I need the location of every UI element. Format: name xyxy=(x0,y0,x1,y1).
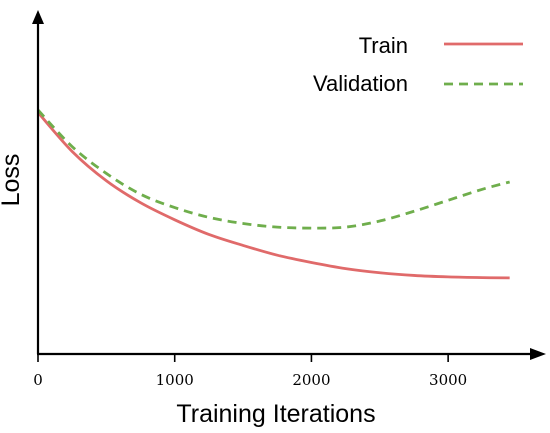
x-ticks: 0 1000 2000 3000 xyxy=(33,354,467,389)
x-tick-label: 2000 xyxy=(292,371,330,389)
legend-label-validation: Validation xyxy=(313,71,408,96)
y-axis-arrow xyxy=(32,10,44,24)
x-axis-title: Training Iterations xyxy=(176,400,375,428)
y-axis-title: Loss xyxy=(0,154,25,207)
series-line-validation xyxy=(36,109,511,230)
x-tick-label: 1000 xyxy=(156,371,194,389)
x-axis-arrow xyxy=(530,348,546,360)
axes xyxy=(32,10,546,360)
legend: Train Validation xyxy=(313,33,523,96)
legend-label-train: Train xyxy=(359,33,408,58)
plot-lines xyxy=(36,109,511,280)
x-tick-label: 0 xyxy=(33,371,43,389)
series-line-train xyxy=(36,111,510,280)
x-tick-label: 3000 xyxy=(429,371,467,389)
